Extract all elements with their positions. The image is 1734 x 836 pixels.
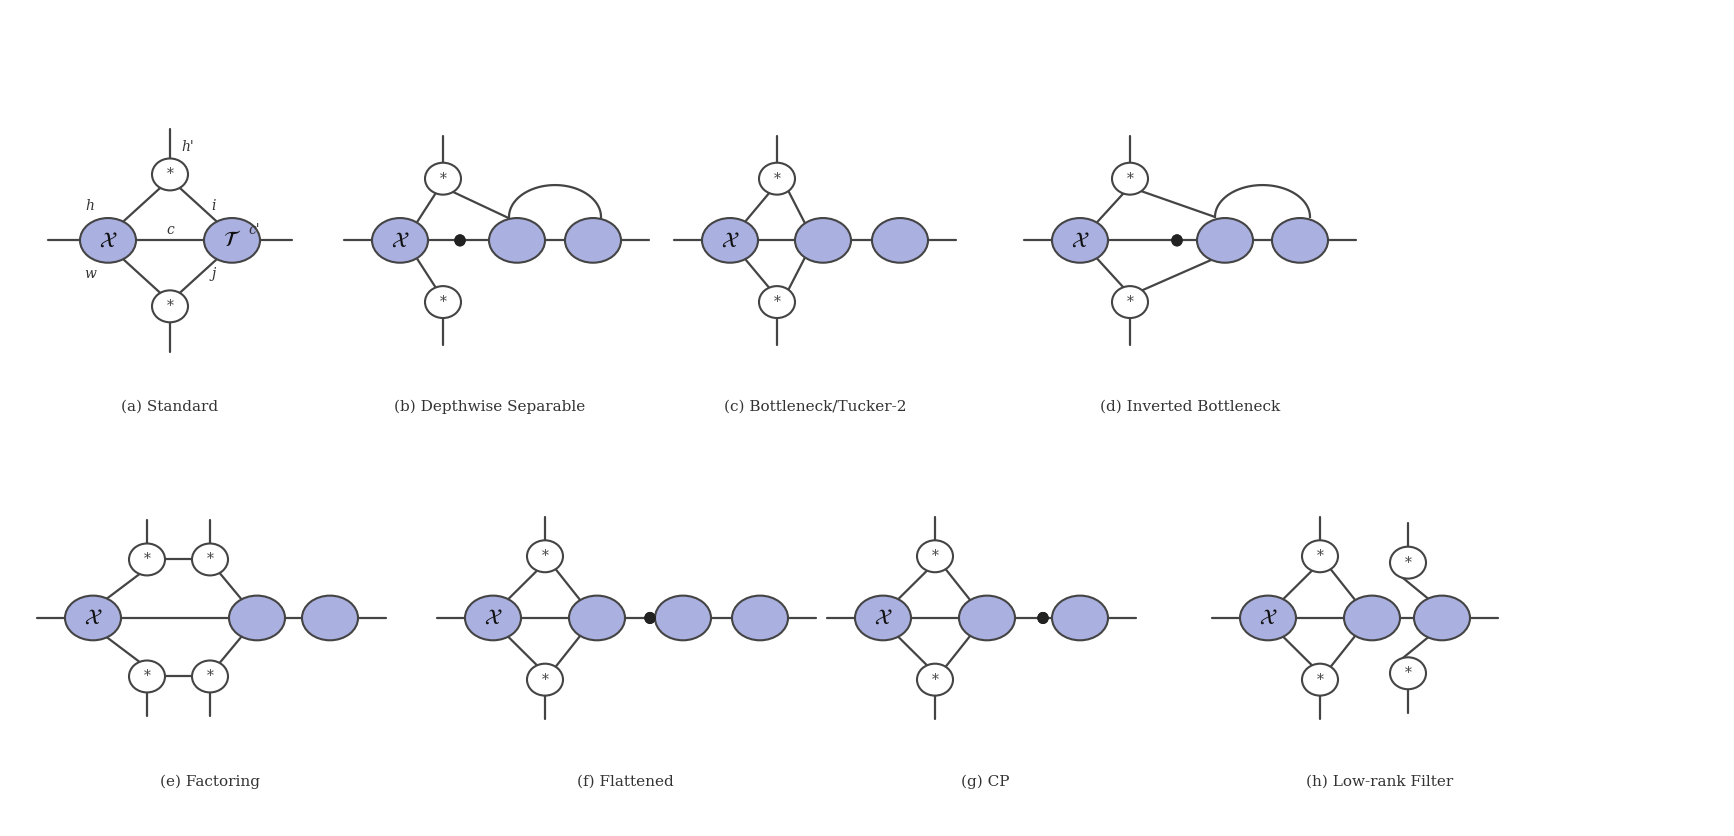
Ellipse shape bbox=[153, 159, 187, 191]
Text: *: * bbox=[439, 171, 446, 186]
Text: *: * bbox=[1316, 673, 1323, 686]
Text: $\mathcal{X}$: $\mathcal{X}$ bbox=[83, 607, 102, 629]
Ellipse shape bbox=[794, 218, 851, 263]
Ellipse shape bbox=[192, 543, 227, 575]
Circle shape bbox=[645, 613, 655, 624]
Text: *: * bbox=[1316, 549, 1323, 563]
Text: (d) Inverted Bottleneck: (d) Inverted Bottleneck bbox=[1099, 400, 1280, 414]
Text: (f) Flattened: (f) Flattened bbox=[577, 774, 673, 788]
Ellipse shape bbox=[1302, 664, 1339, 696]
Text: *: * bbox=[1405, 666, 1411, 681]
Text: *: * bbox=[931, 549, 938, 563]
Ellipse shape bbox=[373, 218, 428, 263]
Circle shape bbox=[1172, 235, 1183, 246]
Ellipse shape bbox=[872, 218, 928, 263]
Text: $\mathcal{X}$: $\mathcal{X}$ bbox=[484, 607, 503, 629]
Text: *: * bbox=[439, 295, 446, 309]
Ellipse shape bbox=[153, 290, 187, 322]
Text: *: * bbox=[206, 553, 213, 567]
Text: w: w bbox=[83, 268, 95, 282]
Circle shape bbox=[1039, 613, 1047, 624]
Ellipse shape bbox=[759, 286, 794, 318]
Ellipse shape bbox=[759, 163, 794, 195]
Text: $\mathcal{T}$: $\mathcal{T}$ bbox=[224, 229, 241, 252]
Ellipse shape bbox=[425, 286, 461, 318]
Ellipse shape bbox=[1391, 547, 1425, 579]
Text: (e) Factoring: (e) Factoring bbox=[160, 774, 260, 788]
Text: $\mathcal{X}$: $\mathcal{X}$ bbox=[99, 229, 118, 252]
Ellipse shape bbox=[128, 543, 165, 575]
Ellipse shape bbox=[192, 660, 227, 692]
Text: j: j bbox=[212, 268, 217, 282]
Text: *: * bbox=[1405, 556, 1411, 569]
Text: $\mathcal{X}$: $\mathcal{X}$ bbox=[390, 229, 409, 252]
Ellipse shape bbox=[565, 218, 621, 263]
Ellipse shape bbox=[1391, 657, 1425, 689]
Ellipse shape bbox=[655, 595, 711, 640]
Text: (c) Bottleneck/Tucker-2: (c) Bottleneck/Tucker-2 bbox=[723, 400, 907, 414]
Text: *: * bbox=[166, 299, 173, 314]
Text: $\mathcal{X}$: $\mathcal{X}$ bbox=[1259, 607, 1278, 629]
Ellipse shape bbox=[205, 218, 260, 263]
Ellipse shape bbox=[917, 540, 954, 572]
Text: (h) Low-rank Filter: (h) Low-rank Filter bbox=[1306, 774, 1453, 788]
Text: $\mathcal{X}$: $\mathcal{X}$ bbox=[721, 229, 739, 252]
Text: h': h' bbox=[182, 140, 194, 154]
Ellipse shape bbox=[64, 595, 121, 640]
Ellipse shape bbox=[569, 595, 624, 640]
Circle shape bbox=[1172, 235, 1183, 246]
Ellipse shape bbox=[1111, 163, 1148, 195]
Text: (b) Depthwise Separable: (b) Depthwise Separable bbox=[394, 400, 586, 415]
Ellipse shape bbox=[959, 595, 1014, 640]
Ellipse shape bbox=[1053, 218, 1108, 263]
Ellipse shape bbox=[1344, 595, 1399, 640]
Text: i: i bbox=[212, 199, 217, 213]
Text: $\mathcal{X}$: $\mathcal{X}$ bbox=[1072, 229, 1089, 252]
Text: *: * bbox=[144, 670, 151, 684]
Ellipse shape bbox=[1053, 595, 1108, 640]
Text: *: * bbox=[541, 549, 548, 563]
Circle shape bbox=[454, 235, 465, 246]
Text: *: * bbox=[206, 670, 213, 684]
Ellipse shape bbox=[527, 540, 564, 572]
Ellipse shape bbox=[489, 218, 544, 263]
Text: *: * bbox=[773, 295, 780, 309]
Text: *: * bbox=[1127, 295, 1134, 309]
Ellipse shape bbox=[702, 218, 758, 263]
Text: *: * bbox=[773, 171, 780, 186]
Ellipse shape bbox=[917, 664, 954, 696]
Text: c: c bbox=[166, 222, 173, 237]
Ellipse shape bbox=[229, 595, 284, 640]
Circle shape bbox=[454, 235, 465, 246]
Text: c': c' bbox=[248, 222, 260, 237]
Text: $\mathcal{X}$: $\mathcal{X}$ bbox=[874, 607, 893, 629]
Circle shape bbox=[1039, 613, 1047, 624]
Ellipse shape bbox=[732, 595, 787, 640]
Text: *: * bbox=[931, 673, 938, 686]
Text: (a) Standard: (a) Standard bbox=[121, 400, 218, 414]
Ellipse shape bbox=[1196, 218, 1254, 263]
Ellipse shape bbox=[128, 660, 165, 692]
Text: *: * bbox=[166, 167, 173, 181]
Ellipse shape bbox=[1111, 286, 1148, 318]
Text: *: * bbox=[1127, 171, 1134, 186]
Ellipse shape bbox=[527, 664, 564, 696]
Ellipse shape bbox=[465, 595, 520, 640]
Ellipse shape bbox=[302, 595, 357, 640]
Text: *: * bbox=[144, 553, 151, 567]
Ellipse shape bbox=[1413, 595, 1470, 640]
Ellipse shape bbox=[80, 218, 135, 263]
Ellipse shape bbox=[1302, 540, 1339, 572]
Ellipse shape bbox=[1240, 595, 1295, 640]
Text: *: * bbox=[541, 673, 548, 686]
Ellipse shape bbox=[1273, 218, 1328, 263]
Text: (g) CP: (g) CP bbox=[961, 774, 1009, 788]
Text: h: h bbox=[85, 199, 94, 213]
Ellipse shape bbox=[425, 163, 461, 195]
Ellipse shape bbox=[855, 595, 910, 640]
Circle shape bbox=[645, 613, 655, 624]
